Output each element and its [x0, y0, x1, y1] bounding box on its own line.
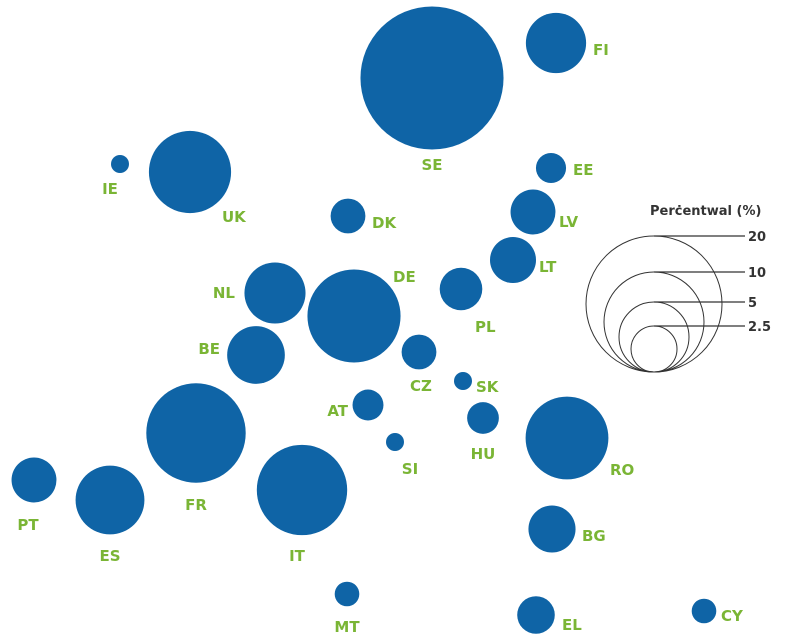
bubble-lv	[510, 189, 556, 235]
label-ee: EE	[573, 161, 594, 179]
bubble-si	[386, 433, 404, 451]
label-nl: NL	[213, 284, 236, 302]
bubble-cy	[691, 598, 717, 624]
bubble-mt	[334, 581, 360, 607]
label-hu: HU	[471, 445, 496, 463]
legend-value-20: 20	[748, 230, 766, 245]
bubble-se	[360, 6, 504, 150]
bubble-hu	[467, 402, 499, 434]
bubble-ee	[535, 152, 567, 184]
bubbles-group	[11, 6, 717, 634]
bubble-nl	[244, 262, 306, 324]
label-sk: SK	[476, 378, 500, 396]
legend-circle-20	[585, 235, 723, 373]
label-pt: PT	[17, 516, 39, 534]
bubble-sk	[454, 372, 472, 390]
legend-value-5: 5	[748, 296, 757, 311]
bubble-pt	[11, 457, 57, 503]
bubble-bg	[528, 505, 576, 553]
legend-value-10: 10	[748, 266, 766, 281]
bubble-fi	[525, 12, 587, 74]
label-at: AT	[327, 402, 348, 420]
bubble-ro	[525, 396, 609, 480]
bubble-at	[352, 389, 384, 421]
label-si: SI	[402, 460, 418, 478]
bubble-uk	[148, 130, 232, 214]
label-lt: LT	[539, 258, 557, 276]
legend-circle-5	[618, 301, 690, 373]
label-it: IT	[289, 547, 306, 565]
legend-marks: 20 10 5 2.5	[585, 230, 771, 373]
bubble-it	[256, 444, 348, 536]
legend-value-2-5: 2.5	[748, 320, 771, 335]
label-bg: BG	[582, 527, 606, 545]
label-cy: CY	[721, 607, 744, 625]
legend: Perċentwal (%) 20 10 5 2.5	[585, 204, 771, 373]
legend-title: Perċentwal (%)	[650, 204, 761, 219]
legend-circle-2-5	[630, 325, 678, 373]
label-fi: FI	[593, 41, 609, 59]
bubble-dk	[330, 198, 366, 234]
bubble-el	[517, 596, 555, 634]
label-se: SE	[421, 156, 442, 174]
bubble-pl	[439, 267, 483, 311]
label-be: BE	[198, 340, 220, 358]
bubble-lt	[489, 236, 537, 284]
label-ro: RO	[610, 461, 634, 479]
country-labels-group: SE FI IE UK EE LV DK LT NL DE PL BE CZ SK AT HU SI FR RO PT…	[17, 41, 744, 636]
bubble-be	[227, 326, 285, 384]
label-cz: CZ	[410, 377, 432, 395]
label-es: ES	[99, 547, 120, 565]
bubble-ie	[111, 155, 129, 173]
bubble-cz	[401, 334, 437, 370]
bubble-fr	[146, 383, 246, 483]
label-fr: FR	[185, 496, 207, 514]
label-pl: PL	[475, 318, 496, 336]
legend-circle-10	[603, 271, 705, 373]
label-uk: UK	[222, 208, 247, 226]
label-de: DE	[393, 268, 416, 286]
label-lv: LV	[559, 213, 578, 231]
bubble-es	[75, 465, 145, 535]
label-ie: IE	[102, 180, 118, 198]
bubble-de	[307, 269, 401, 363]
label-dk: DK	[372, 214, 397, 232]
label-el: EL	[562, 616, 582, 634]
label-mt: MT	[334, 618, 360, 636]
